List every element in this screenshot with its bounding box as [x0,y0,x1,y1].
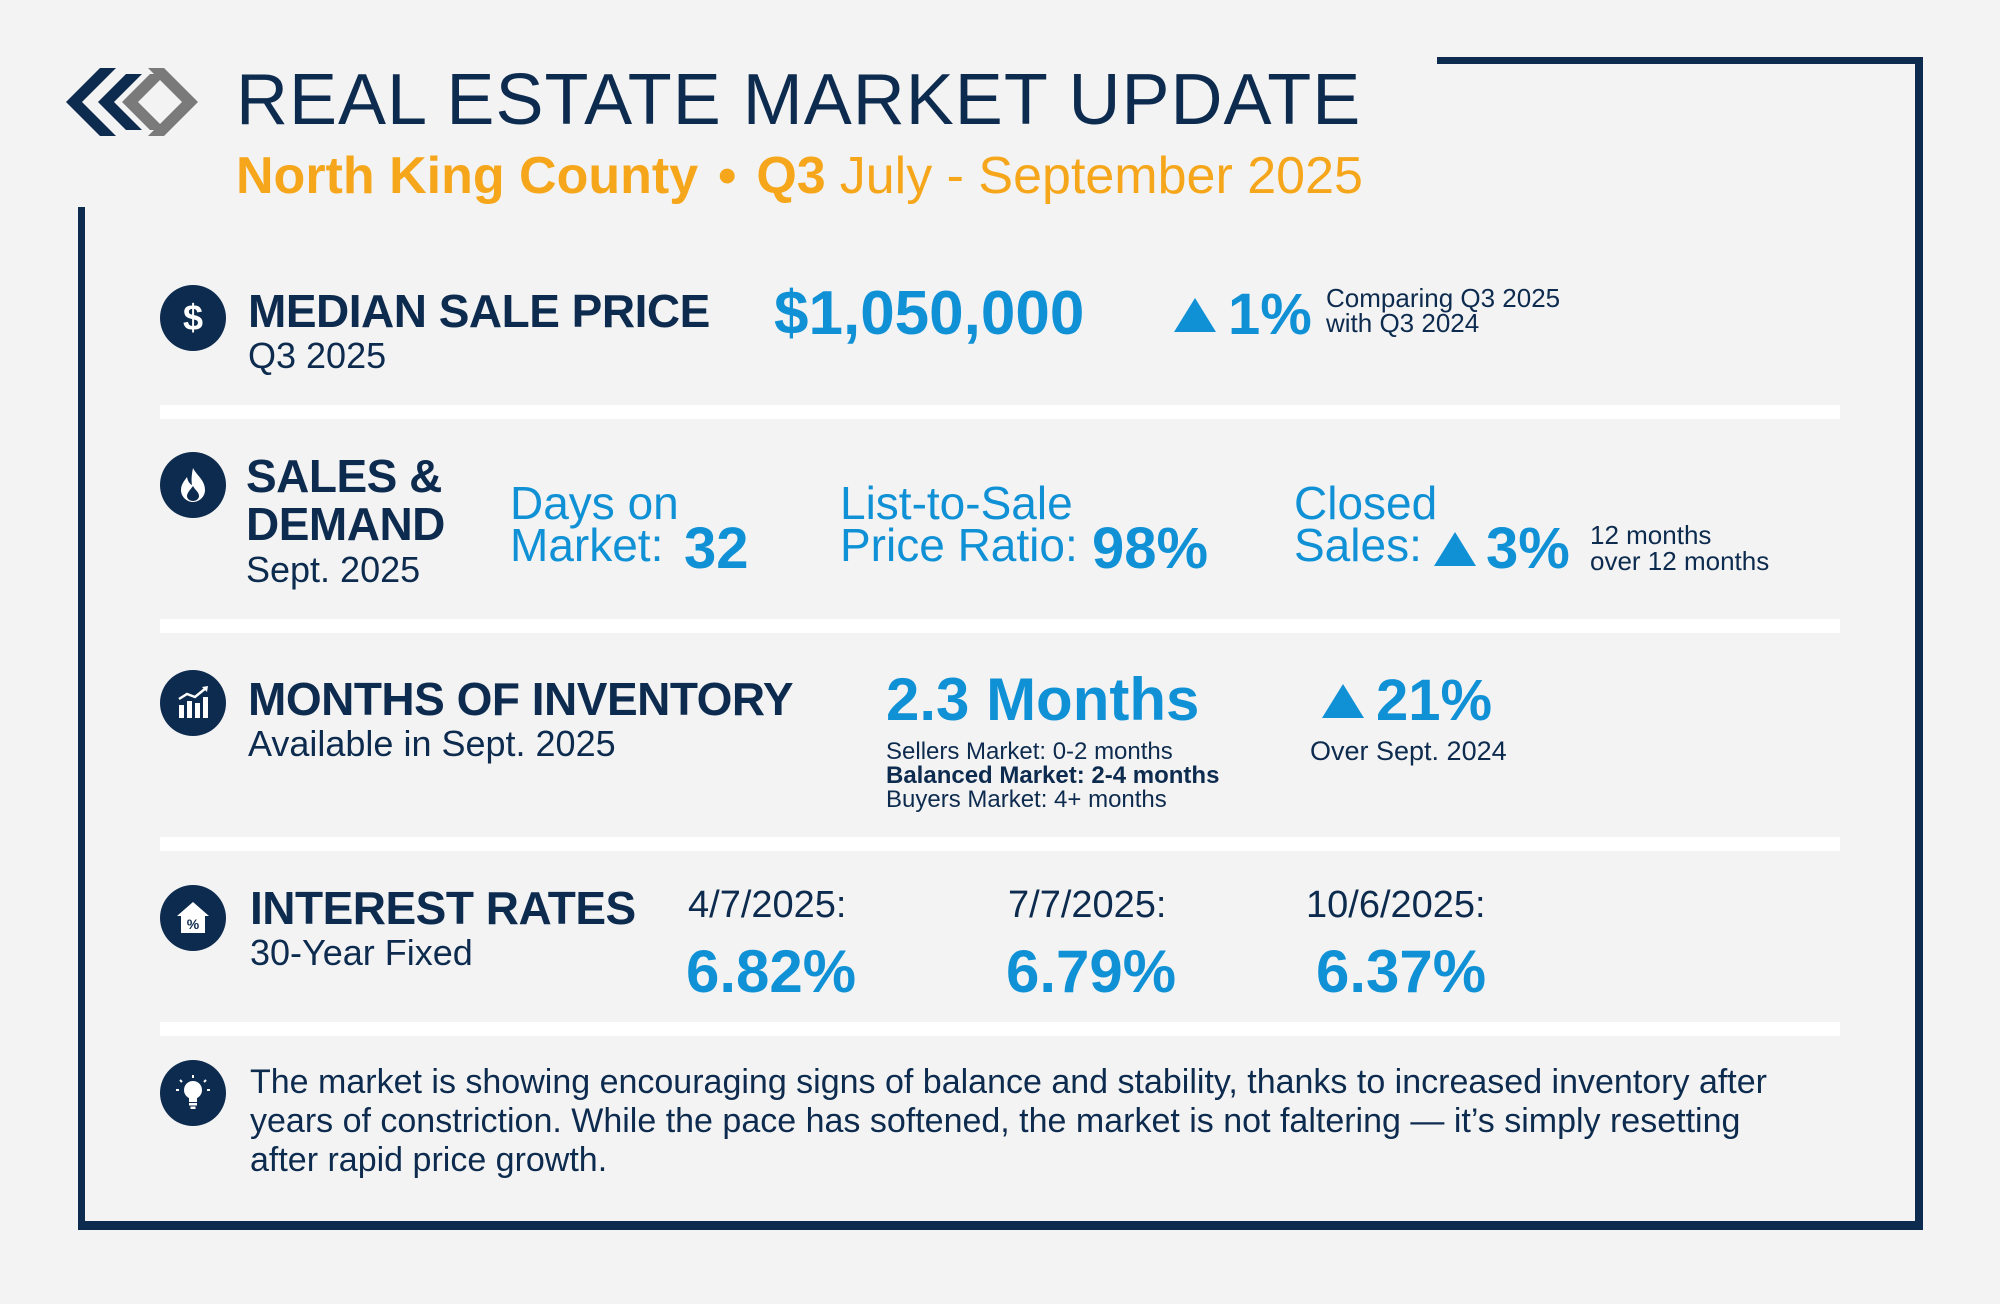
section-divider [160,1022,1840,1036]
lightbulb-icon [160,1060,226,1126]
svg-text:$: $ [183,298,203,338]
inventory-legend-balanced: Balanced Market: 2-4 months [886,762,1220,789]
median-price-value: $1,050,000 [774,279,1085,348]
list-to-sale-label-2: Price Ratio: [840,519,1078,571]
closed-sales-note-2: over 12 months [1590,546,1770,576]
rate-value-2: 6.79% [1006,938,1177,1005]
section-divider [160,619,1840,633]
interest-rates-heading: INTEREST RATES [250,882,636,934]
median-price-note-1: Comparing Q3 2025 [1326,283,1561,313]
inventory-subheading: Available in Sept. 2025 [248,723,616,764]
closed-sales-label-1: Closed [1294,477,1438,529]
section-divider [160,405,1840,419]
rate-value-3: 6.37% [1316,938,1487,1005]
inventory-change-note: Over Sept. 2024 [1310,736,1507,766]
section-divider [160,837,1840,851]
median-price-heading: MEDIAN SALE PRICE [248,285,710,337]
insight-text: The market is showing encouraging signs … [250,1063,1767,1179]
period-label: July - September 2025 [839,147,1363,205]
rate-value-1: 6.82% [686,938,857,1005]
median-price-note-2: with Q3 2024 [1326,308,1480,338]
svg-text:%: % [187,916,200,932]
sales-demand-subheading: Sept. 2025 [246,549,421,590]
median-price-subheading: Q3 2025 [248,335,387,376]
median-price-change-value: 1% [1228,282,1312,347]
flame-icon [160,452,226,518]
days-on-market-label-1: Days on [510,477,679,529]
house-percent-icon: % [160,885,226,951]
inventory-value: 2.3 Months [886,666,1200,733]
page-title: REAL ESTATE MARKET UPDATE [236,60,1362,140]
rate-date-2: 7/7/2025: [1008,884,1167,926]
median-price-change: 1% [1174,286,1312,344]
page-subtitle: North King County • Q3 July - September 202… [236,150,1363,202]
up-triangle-icon [1322,684,1364,718]
frame-left-line [78,207,85,1230]
region-name: North King County [236,147,699,205]
days-on-market-label-2: Market: [510,519,664,571]
closed-sales-label-2: Sales: [1294,519,1422,571]
rate-date-3: 10/6/2025: [1306,884,1486,926]
company-logo-icon [66,68,198,136]
inventory-legend-sellers: Sellers Market: 0-2 months [886,738,1173,765]
quarter-label: Q3 [756,147,826,205]
inventory-heading: MONTHS OF INVENTORY [248,673,794,725]
interest-rates-subheading: 30-Year Fixed [250,932,473,973]
subtitle-separator: • [718,147,737,205]
list-to-sale-label-1: List-to-Sale [840,477,1073,529]
inventory-change-value: 21% [1376,668,1493,733]
bar-chart-icon [160,670,226,736]
days-on-market-value: 32 [684,516,749,581]
closed-sales-change-value: 3% [1486,516,1570,581]
frame-right-line [1915,57,1923,1230]
dollar-icon: $ [160,285,226,351]
frame-bottom-line [78,1221,1923,1230]
frame-top-line [1437,57,1923,64]
closed-sales-note-1: 12 months [1590,520,1712,550]
closed-sales-change: 3% [1434,520,1570,578]
up-triangle-icon [1434,532,1476,566]
up-triangle-icon [1174,298,1216,332]
rate-date-1: 4/7/2025: [688,884,847,926]
sales-demand-heading-2: DEMAND [246,498,445,550]
inventory-legend-buyers: Buyers Market: 4+ months [886,786,1167,813]
inventory-change: 21% [1322,672,1492,730]
list-to-sale-value: 98% [1092,516,1209,581]
sales-demand-heading-1: SALES & [246,450,442,502]
